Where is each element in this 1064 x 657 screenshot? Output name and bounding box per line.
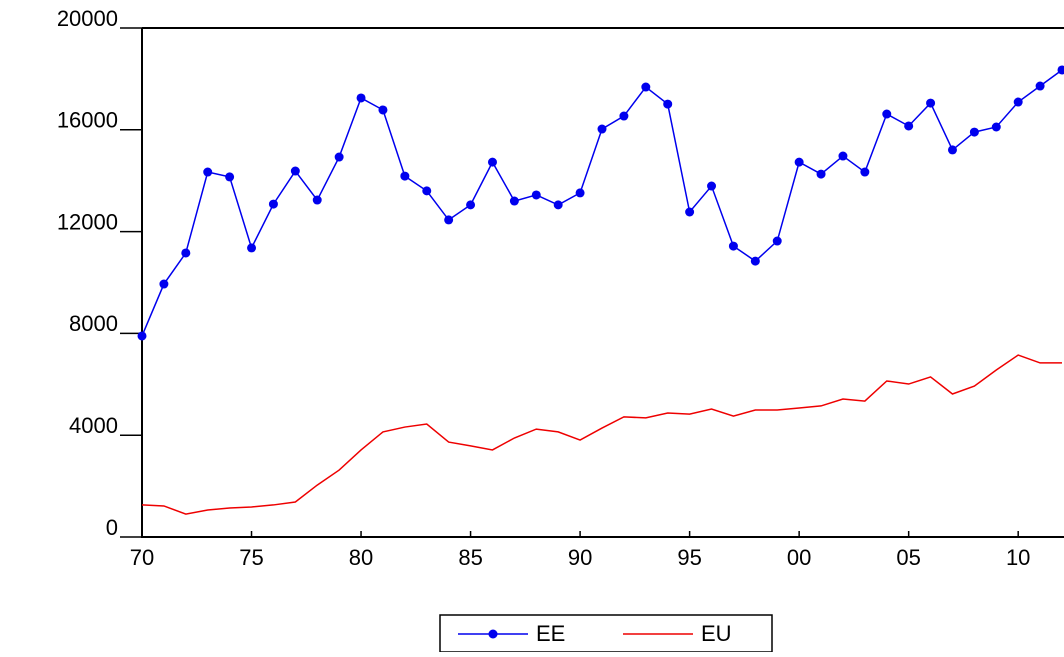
legend-marker xyxy=(489,630,498,639)
data-point xyxy=(795,158,804,167)
y-tick-label: 4000 xyxy=(69,413,118,438)
data-point xyxy=(904,121,913,130)
data-point xyxy=(1036,82,1045,91)
data-point xyxy=(663,100,672,109)
data-point xyxy=(882,110,891,119)
data-point xyxy=(269,200,278,209)
data-point xyxy=(576,188,585,197)
x-tick-label: 80 xyxy=(349,545,373,570)
data-point xyxy=(488,158,497,167)
data-point xyxy=(378,105,387,114)
data-point xyxy=(247,243,256,252)
data-point xyxy=(926,99,935,108)
data-point xyxy=(400,172,409,181)
data-point xyxy=(291,167,300,176)
data-point xyxy=(817,170,826,179)
data-point xyxy=(641,83,650,92)
x-tick-label: 00 xyxy=(787,545,811,570)
data-point xyxy=(948,145,957,154)
data-point xyxy=(444,215,453,224)
data-point xyxy=(335,153,344,162)
series-line xyxy=(142,70,1062,336)
data-point xyxy=(992,123,1001,132)
data-point xyxy=(422,186,431,195)
legend-label: EE xyxy=(536,621,565,646)
y-tick-label: 20000 xyxy=(57,6,118,31)
y-tick-label: 12000 xyxy=(57,209,118,234)
series-line xyxy=(142,355,1062,514)
x-tick-label: 75 xyxy=(239,545,263,570)
data-point xyxy=(313,196,322,205)
data-point xyxy=(860,168,869,177)
data-point xyxy=(159,280,168,289)
data-point xyxy=(729,242,738,251)
plot-frame xyxy=(142,28,1064,537)
data-point xyxy=(685,208,694,217)
data-point xyxy=(138,331,147,340)
x-tick-label: 90 xyxy=(568,545,592,570)
x-tick-label: 95 xyxy=(677,545,701,570)
y-tick-label: 16000 xyxy=(57,108,118,133)
data-point xyxy=(1014,98,1023,107)
data-point xyxy=(181,248,190,257)
data-point xyxy=(751,257,760,266)
data-point xyxy=(554,200,563,209)
data-point xyxy=(970,128,979,137)
data-point xyxy=(838,152,847,161)
plot-area xyxy=(138,65,1064,514)
x-tick-label: 85 xyxy=(458,545,482,570)
data-point xyxy=(466,200,475,209)
y-tick-label: 0 xyxy=(106,515,118,540)
data-point xyxy=(532,190,541,199)
legend-label: EU xyxy=(701,621,732,646)
data-point xyxy=(598,125,607,134)
x-tick-label: 70 xyxy=(130,545,154,570)
x-tick-label: 10 xyxy=(1006,545,1030,570)
data-point xyxy=(510,197,519,206)
data-point xyxy=(357,93,366,102)
data-point xyxy=(619,112,628,121)
data-point xyxy=(773,237,782,246)
x-tick-label: 05 xyxy=(896,545,920,570)
data-point xyxy=(203,168,212,177)
y-tick-label: 8000 xyxy=(69,311,118,336)
data-point xyxy=(707,182,716,191)
data-point xyxy=(225,172,234,181)
